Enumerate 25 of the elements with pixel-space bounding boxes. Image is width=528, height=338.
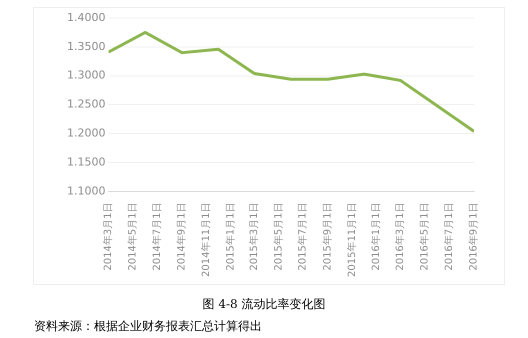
x-tick-label: 2016年7月1日 xyxy=(442,202,455,271)
x-tick-label: 2015年3月1日 xyxy=(248,202,260,271)
y-tick-label: 1.1500 xyxy=(66,155,106,168)
y-tick-label: 1.3500 xyxy=(66,40,106,53)
x-tick-label: 2016年9月1日 xyxy=(468,202,480,271)
x-tick-label: 2015年1月1日 xyxy=(224,202,236,271)
y-tick-label: 1.3000 xyxy=(66,68,106,82)
x-tick-label: 2015年9月1日 xyxy=(321,202,334,271)
y-tick-label: 1.2500 xyxy=(66,98,106,111)
x-tick-label: 2016年3月1日 xyxy=(394,202,406,271)
y-tick-label: 1.1000 xyxy=(66,184,106,198)
x-tick-label: 2014年9月1日 xyxy=(176,202,188,271)
x-tick-label: 2014年7月1日 xyxy=(150,202,163,271)
x-tick-label: 2014年3月1日 xyxy=(102,202,114,271)
x-tick-label: 2015年7月1日 xyxy=(296,202,309,271)
x-tick-label: 2015年11月1日 xyxy=(346,202,358,278)
x-tick-label: 2014年5月1日 xyxy=(126,202,138,271)
x-tick-label: 2016年5月1日 xyxy=(418,202,430,271)
x-tick-label: 2014年11月1日 xyxy=(200,202,212,278)
x-tick-label: 2016年1月1日 xyxy=(370,202,382,271)
x-tick-label: 2015年5月1日 xyxy=(272,202,284,271)
y-tick-label: 1.4000 xyxy=(66,10,106,24)
y-tick-label: 1.2000 xyxy=(66,126,106,140)
text: 资料来源：根据企业财务报表汇总计算得出 xyxy=(34,318,262,335)
text: 图 4-8 流动比率变化图 xyxy=(202,296,326,313)
